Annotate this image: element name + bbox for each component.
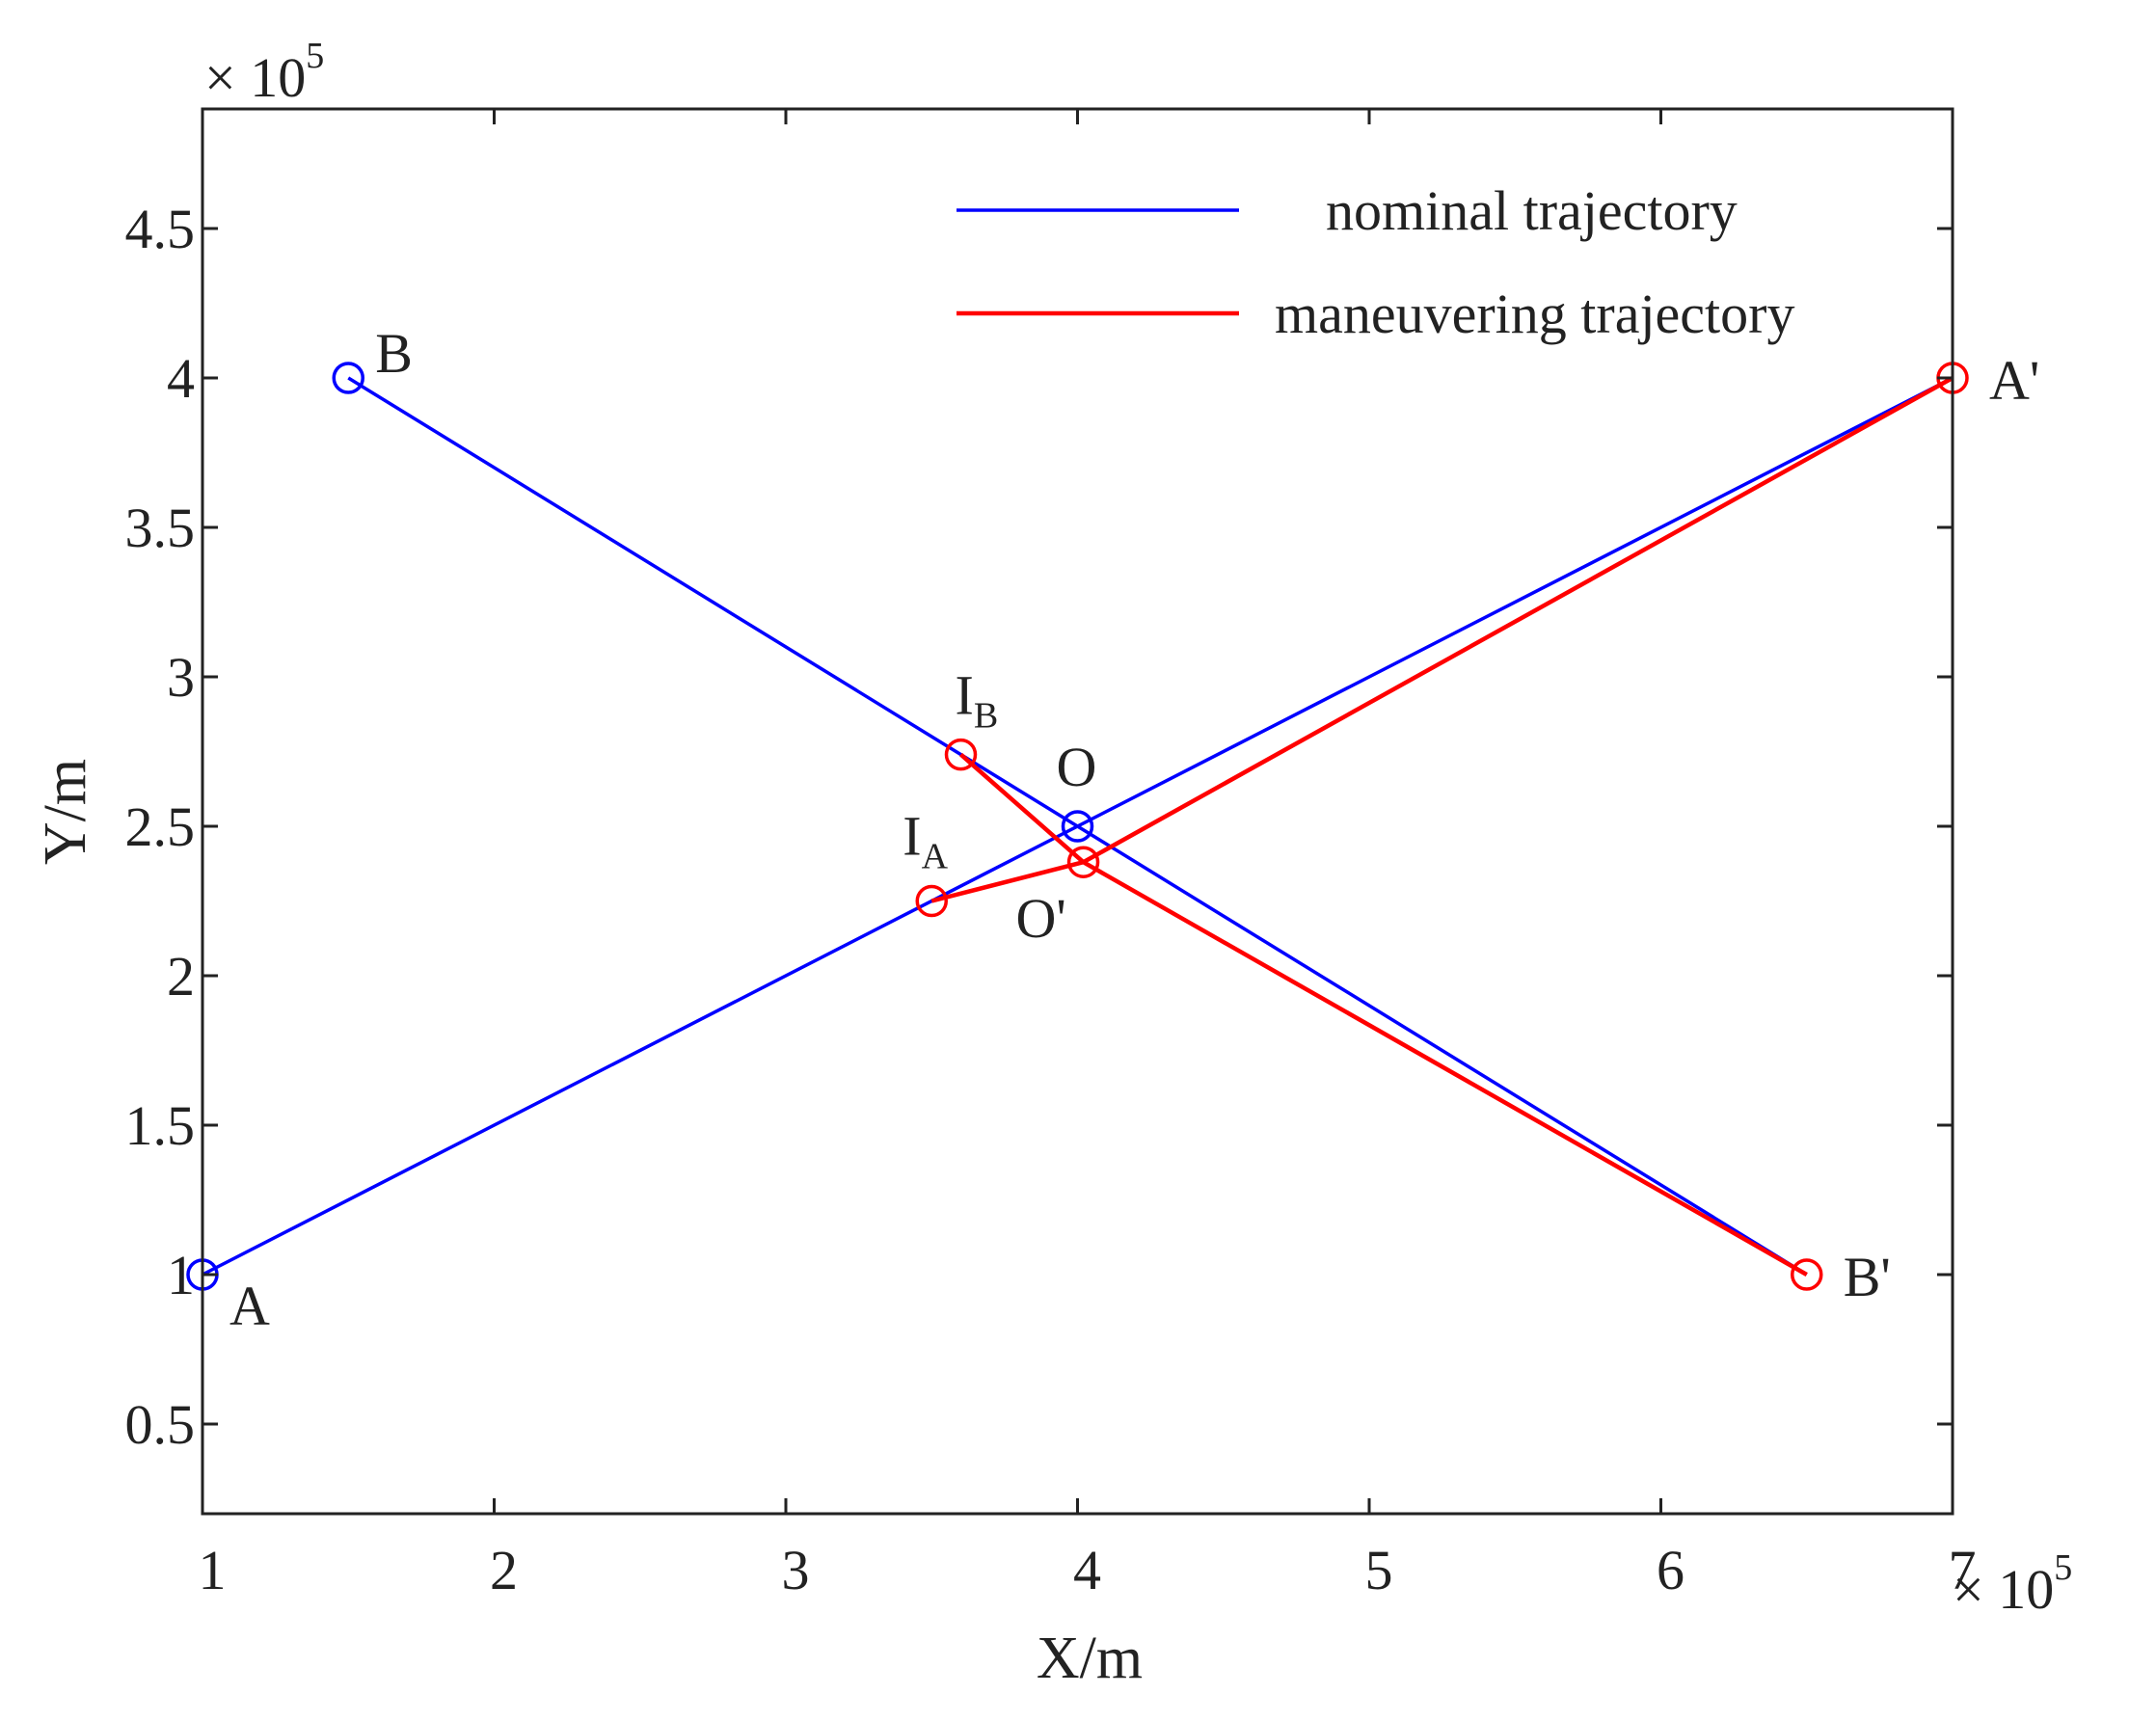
- point-marker-1: [332, 362, 364, 394]
- point-label-main-5: I: [903, 805, 921, 868]
- series-line-1-1: [959, 752, 1808, 1277]
- point-label-1: B: [375, 322, 413, 385]
- point-label-7: O': [1016, 887, 1066, 950]
- point-marker-7: [1066, 846, 1100, 878]
- point-marker-4: [1791, 1258, 1823, 1291]
- x-exponent-power: 5: [2054, 1547, 2072, 1588]
- point-label-sub-6: B: [974, 696, 998, 737]
- y-exponent-label: × 105: [204, 36, 324, 109]
- y-tick-label-1: 1: [167, 1244, 195, 1306]
- point-marker-6: [944, 738, 978, 771]
- legend-label-nominal: nominal trajectory: [1326, 179, 1738, 242]
- y-tick-label-6: 3.5: [125, 497, 196, 559]
- point-marker-5: [915, 884, 948, 918]
- x-exponent-base: × 10: [1953, 1558, 2054, 1621]
- point-label-main-0: A: [229, 1275, 270, 1337]
- x-tick-label-5: 6: [1657, 1539, 1684, 1601]
- y-tick-label-8: 4.5: [125, 198, 196, 260]
- point-label-0: A: [229, 1275, 270, 1337]
- y-exponent-base: × 10: [204, 46, 306, 109]
- point-marker-2: [1061, 810, 1094, 843]
- legend-label-maneuvering: maneuvering trajectory: [1275, 282, 1794, 345]
- x-axis-label: X/m: [1037, 1626, 1143, 1691]
- y-exponent-power: 5: [306, 36, 324, 76]
- point-label-3: A': [1989, 349, 2039, 412]
- point-label-main-7: O': [1016, 887, 1066, 950]
- legend: nominal trajectory maneuvering trajector…: [957, 179, 1794, 345]
- x-tick-label-6: 7: [1949, 1539, 1977, 1601]
- tick-label-layer: 1 2 3 4 5 6 7 0.5 1 1.5 2 2.5 3 3.5 4 4.5: [125, 198, 1977, 1601]
- y-tick-label-3: 2: [167, 945, 195, 1008]
- tick-layer: [201, 109, 1954, 1514]
- y-tick-label-5: 3: [167, 646, 195, 709]
- x-tick-label-2: 3: [782, 1539, 810, 1601]
- y-tick-label-2: 1.5: [125, 1094, 196, 1157]
- point-label-5: IA: [903, 805, 948, 877]
- series-layer: [202, 376, 1954, 1277]
- y-tick-label-0: 0.5: [125, 1393, 196, 1456]
- point-label-4: B': [1844, 1246, 1891, 1308]
- x-tick-label-4: 5: [1365, 1539, 1393, 1601]
- y-tick-label-4: 2.5: [125, 795, 196, 858]
- x-tick-label-3: 4: [1073, 1539, 1101, 1601]
- point-label-main-3: A': [1989, 349, 2039, 412]
- point-label-6: IB: [956, 664, 999, 737]
- y-tick-label-7: 4: [167, 347, 195, 410]
- x-tick-label-1: 2: [490, 1539, 518, 1601]
- y-axis-label: Y/m: [33, 759, 98, 865]
- x-tick-label-0: 1: [199, 1539, 227, 1601]
- x-exponent-label: × 105: [1953, 1547, 2072, 1621]
- point-label-2: O: [1057, 736, 1097, 798]
- series-line-0-1: [347, 376, 1808, 1277]
- point-label-main-2: O: [1057, 736, 1097, 798]
- point-label-sub-5: A: [922, 837, 949, 877]
- point-label-main-4: B': [1844, 1246, 1891, 1308]
- point-label-main-1: B: [375, 322, 413, 385]
- point-label-main-6: I: [956, 664, 974, 727]
